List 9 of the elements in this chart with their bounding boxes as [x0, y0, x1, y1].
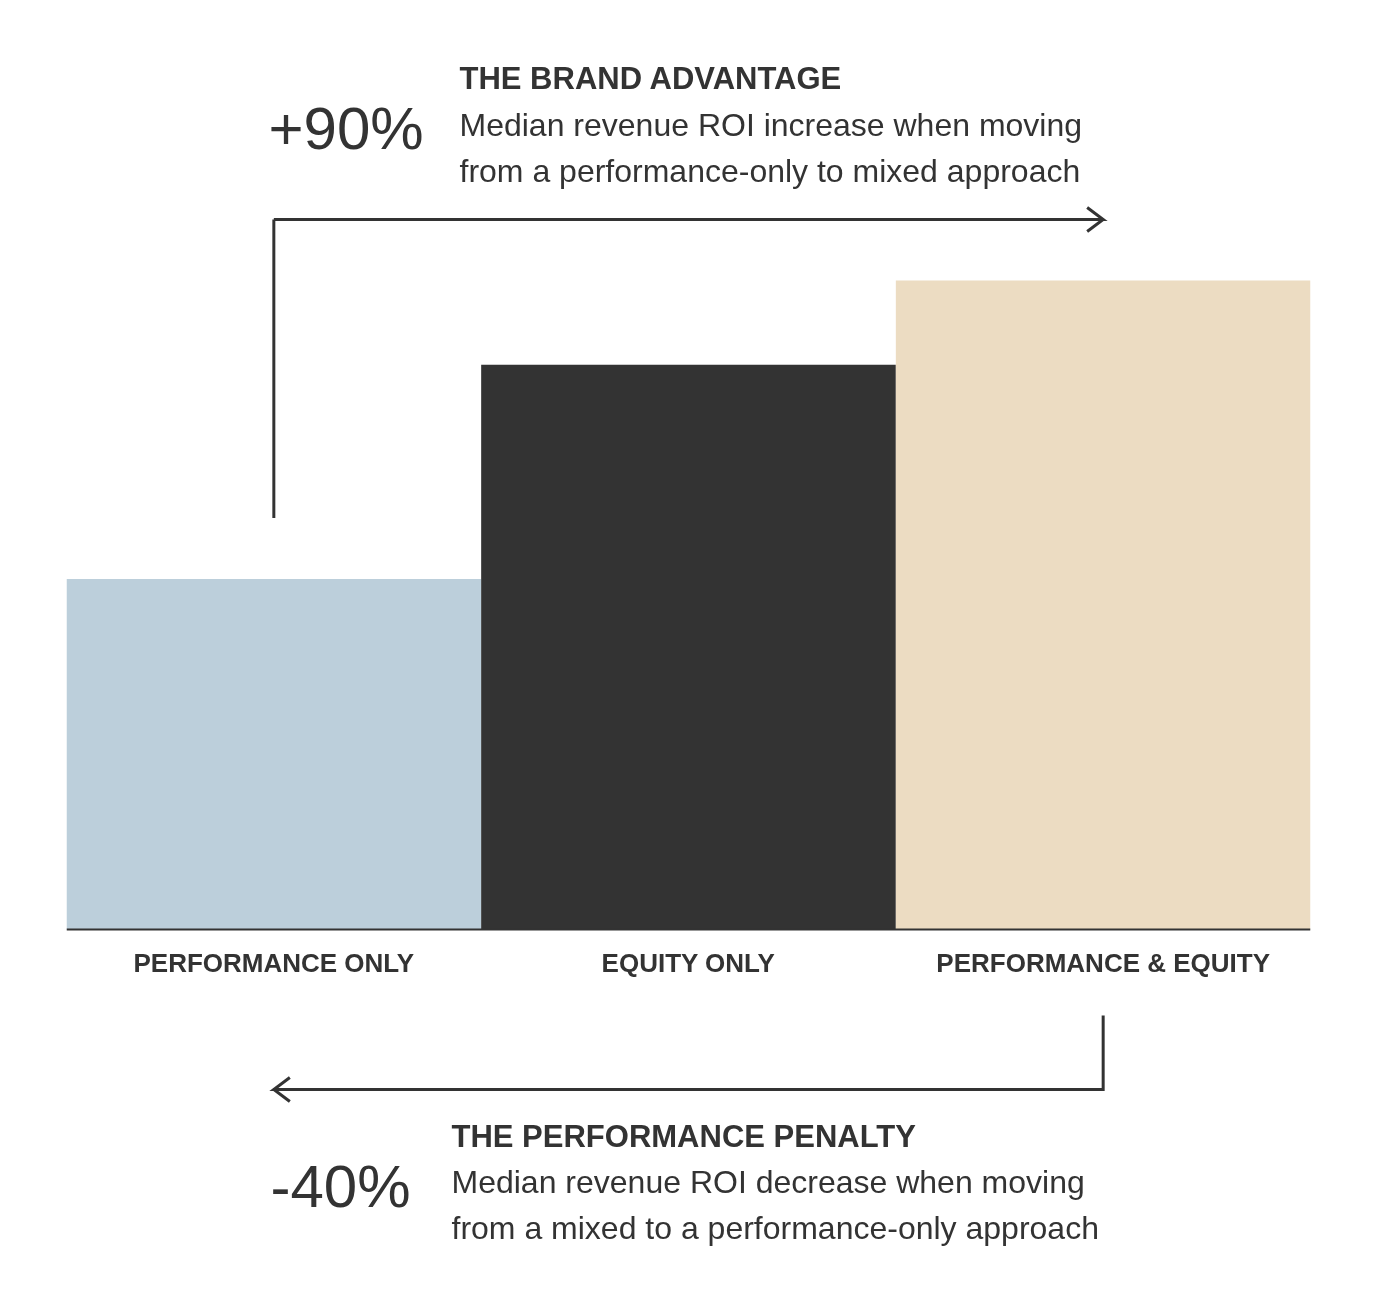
- text: THE PERFORMANCE PENALTY: [451, 1118, 917, 1154]
- x-tick-label: PERFORMANCE ONLY: [133, 947, 415, 978]
- text: Median revenue ROI increase when moving from a performance-only to mixed approach: [459, 106, 1083, 190]
- text: +90%: [268, 94, 424, 162]
- x-tick-label: PERFORMANCE & EQUITY: [936, 947, 1271, 978]
- text: -40%: [270, 1152, 411, 1220]
- text: THE BRAND ADVANTAGE: [459, 60, 842, 96]
- text: Median revenue ROI decrease when moving from a mixed to a performance-only approach: [451, 1163, 1099, 1247]
- x-tick-label: EQUITY ONLY: [601, 947, 775, 978]
